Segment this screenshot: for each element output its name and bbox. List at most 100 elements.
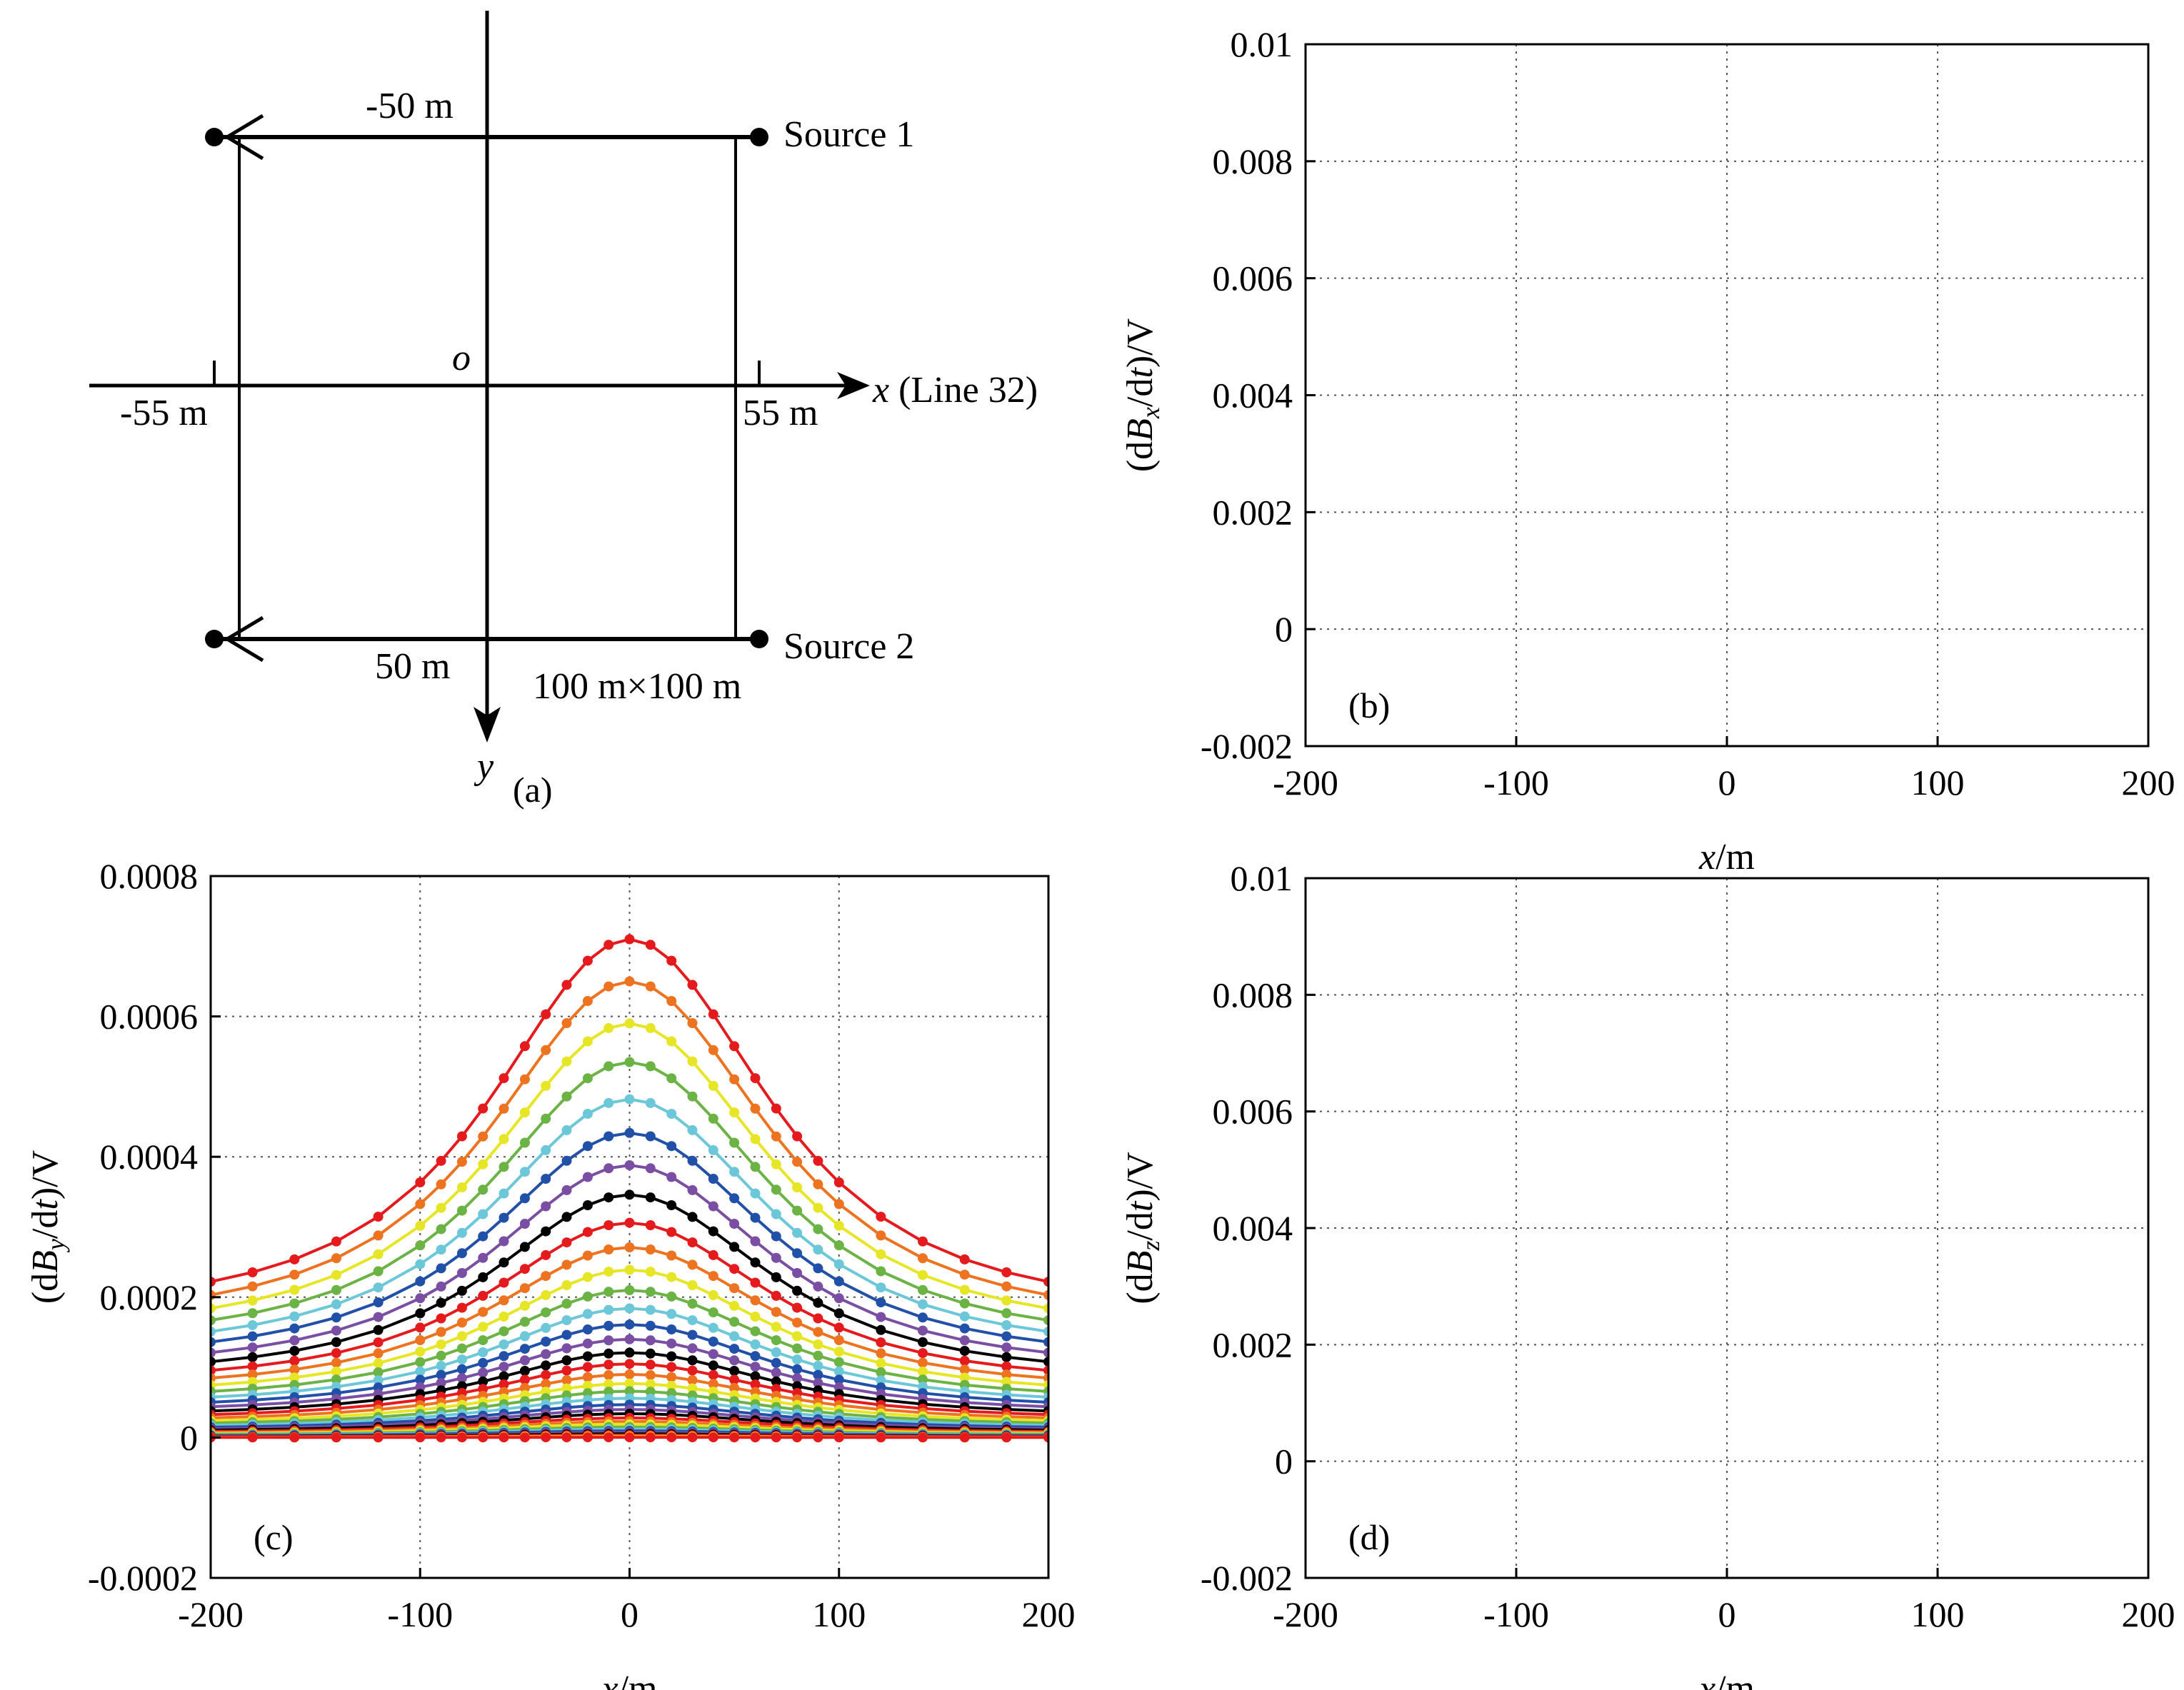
- panel-c-series-11-point-16: [645, 1287, 656, 1297]
- panel-c-series-8-point-26: [876, 1337, 886, 1348]
- panel-d-xtick-label-1: -100: [1483, 1594, 1549, 1634]
- charts-container: -200 -100 0 100 200 -0.002 0 0.002 0.004 0.006 0.0…: [25, 24, 2175, 1690]
- panel-c-series-4-point-13: [582, 1109, 593, 1119]
- panel-c-series-7-point-28: [959, 1346, 970, 1356]
- panel-c-series-3-point-21: [750, 1162, 761, 1172]
- panel-c-series-4-point-17: [666, 1109, 677, 1119]
- panel-c-series-2-point-30: [1043, 1303, 1048, 1314]
- panel-c-series-2-point-27: [918, 1269, 928, 1280]
- panel-c-ytick-label-0: -0.0002: [88, 1558, 198, 1598]
- panel-c-series-8-point-17: [666, 1227, 677, 1237]
- panel-c-series-18-point-13: [582, 1381, 593, 1391]
- panel-c-series-2-point-25: [833, 1220, 844, 1231]
- panel-c-series-2-point-3: [331, 1269, 341, 1280]
- panel-c-series-6-point-16: [645, 1163, 656, 1174]
- panel-c-series-0-point-13: [582, 955, 593, 966]
- panel-c-series-10-point-25: [833, 1347, 844, 1357]
- panel-c-series-14-point-12: [561, 1343, 572, 1354]
- panel-c-series-12-point-25: [833, 1366, 844, 1377]
- panel-c-series-1-point-12: [561, 1018, 572, 1028]
- panel-c-series-17-point-15: [624, 1369, 635, 1379]
- panel-c-series-7-point-3: [331, 1337, 341, 1347]
- panel-c-series-9-point-15: [624, 1242, 635, 1252]
- panel-c-series-1-point-13: [582, 996, 593, 1006]
- panel-c-series-8-point-20: [729, 1264, 740, 1274]
- panel-c-series-group: [211, 934, 1048, 1443]
- panel-c-series-10-point-17: [666, 1272, 677, 1282]
- panel-c-series-4-point-25: [833, 1259, 844, 1269]
- panel-c-series-3-point-5: [415, 1240, 426, 1251]
- panel-d-ytick-label-6: 0.01: [1231, 858, 1293, 898]
- panel-c-series-4-point-3: [331, 1299, 341, 1309]
- panel-b-ytick-label-2: 0.002: [1213, 492, 1293, 532]
- panel-c-series-0-point-30: [1043, 1277, 1048, 1287]
- panel-c-series-14-point-19: [708, 1349, 718, 1359]
- panel-c-series-9-point-24: [813, 1327, 823, 1337]
- panel-c-series-0-point-21: [750, 1073, 761, 1084]
- panel-c-series-3-point-12: [561, 1091, 572, 1102]
- panel-c-series-2-point-26: [876, 1249, 886, 1259]
- panel-c-xtick-label-0: -200: [178, 1594, 244, 1634]
- panel-c-series-6-point-25: [833, 1293, 844, 1304]
- panel-c-series-10-point-19: [708, 1289, 718, 1300]
- panel-c-series-8-point-8: [478, 1290, 489, 1301]
- panel-c-series-3-point-22: [771, 1184, 781, 1195]
- panel-c-series-9-point-18: [687, 1259, 698, 1270]
- panel-c-series-10-point-24: [813, 1339, 823, 1349]
- panel-c-series-7-point-14: [603, 1192, 614, 1203]
- panel-c-series-7-point-13: [582, 1200, 593, 1210]
- panel-c-series-10-point-14: [603, 1267, 614, 1277]
- panel-c-series-11-point-13: [582, 1291, 593, 1302]
- panel-c-series-5-point-24: [813, 1263, 823, 1274]
- panel-c-series-35-point-22: [771, 1432, 781, 1443]
- panel-c-series-1-point-5: [415, 1199, 426, 1209]
- panel-c-series-6-point-7: [456, 1268, 467, 1278]
- panel-c-series-13-point-23: [792, 1364, 803, 1374]
- panel-c-series-3-point-10: [519, 1137, 530, 1148]
- panel-c-series-1-point-11: [541, 1045, 551, 1055]
- panel-c-series-2-point-10: [519, 1107, 530, 1118]
- panel-c-series-15-point-12: [561, 1355, 572, 1366]
- panel-c-series-9-point-26: [876, 1348, 886, 1359]
- panel-c-series-16-point-19: [708, 1369, 718, 1380]
- panel-c-series-13-point-16: [645, 1320, 656, 1331]
- panel-c-series-2-point-22: [771, 1159, 781, 1170]
- panel-c-series-9-point-5: [415, 1335, 426, 1345]
- panel-c-series-16-point-15: [624, 1359, 635, 1369]
- panel-c-series-9-point-1: [247, 1369, 258, 1380]
- panel-c-series-5-point-8: [478, 1231, 489, 1242]
- panel-c-series-9-point-12: [561, 1259, 572, 1270]
- panel-c-series-6-point-10: [519, 1219, 530, 1229]
- panel-c-series-0-point-5: [415, 1177, 426, 1187]
- panel-c-series-11-point-7: [456, 1343, 467, 1354]
- panel-c-series-2-point-1: [247, 1295, 258, 1306]
- panel-c-series-13-point-19: [708, 1337, 718, 1347]
- panel-c-series-7-point-25: [833, 1308, 844, 1319]
- panel-c-series-18-point-18: [687, 1383, 698, 1394]
- panel-c-series-6-point-26: [876, 1312, 886, 1322]
- panel-c-series-4-point-0: [211, 1327, 216, 1337]
- panel-c-series-13-point-18: [687, 1329, 698, 1340]
- panel-c-series-15-point-18: [687, 1355, 698, 1366]
- panel-c-series-10-point-2: [289, 1372, 300, 1383]
- panel-c-series-11-point-12: [561, 1298, 572, 1309]
- panel-c-series-17-point-10: [519, 1382, 530, 1393]
- panel-c-series-7-point-6: [436, 1297, 446, 1308]
- panel-c-series-10-point-10: [519, 1300, 530, 1311]
- panel-c-series-12-point-18: [687, 1315, 698, 1326]
- panel-c-series-4-point-23: [792, 1227, 803, 1238]
- panel-c-series-17-point-12: [561, 1375, 572, 1385]
- panel-c-series-2-point-23: [792, 1182, 803, 1192]
- panel-c-series-9-point-2: [289, 1364, 300, 1375]
- panel-c-series-6-point-14: [603, 1163, 614, 1174]
- panel-c-series-12-point-6: [436, 1361, 446, 1371]
- panel-c-series-14-point-20: [729, 1355, 740, 1366]
- panel-c-series-7-point-7: [456, 1285, 467, 1296]
- panel-c-series-8-point-19: [708, 1249, 718, 1260]
- panel-c-series-5-point-3: [331, 1312, 341, 1323]
- panel-d-chart: -200 -100 0 100 200 -0.002 0 0.002 0.004 0.006 0.0…: [1120, 858, 2175, 1690]
- panel-c-series-8-point-16: [645, 1220, 656, 1230]
- panel-c-series-16-point-12: [561, 1365, 572, 1376]
- panel-c-series-1-point-1: [247, 1281, 258, 1292]
- panel-c-series-9-point-23: [792, 1317, 803, 1328]
